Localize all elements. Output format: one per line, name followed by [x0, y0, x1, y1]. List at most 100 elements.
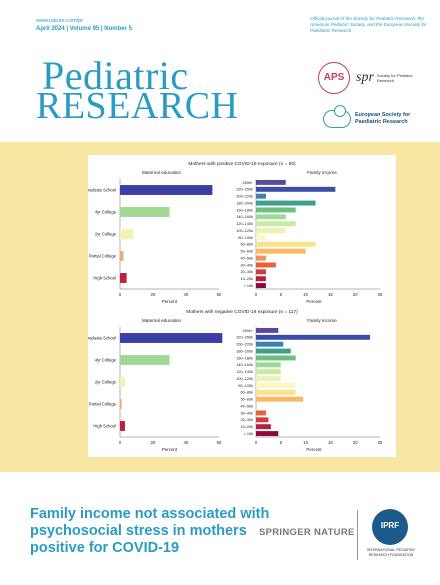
bar [256, 283, 266, 289]
spr-logo: spr Society for Pediatric Research [356, 70, 417, 86]
category-label: 20–30k [241, 270, 254, 274]
bar [256, 369, 281, 375]
issue-number: April 2024 | Volume 95 | Number 5 [36, 26, 132, 32]
category-label: 100–120k [236, 229, 253, 233]
category-label: 250k+ [243, 329, 254, 333]
bar [256, 179, 286, 185]
bar [256, 186, 336, 192]
bar [256, 389, 296, 395]
bar [256, 376, 281, 382]
tick-label: 5 [280, 440, 283, 445]
bar [256, 355, 296, 361]
bar [256, 341, 284, 347]
panel-title-income: Family income [307, 318, 337, 323]
category-label: 140–160k [236, 215, 253, 219]
cover-figure: Mothers with positive COVID-19 exposure … [88, 155, 396, 457]
category-label: 200–220k [236, 195, 253, 199]
category-label: 160–180k [236, 208, 253, 212]
category-label: 200–220k [236, 343, 253, 347]
category-label: < 10k [244, 284, 253, 288]
iprf-logo: IPRF [372, 509, 408, 545]
spr-logo-text: Society for Pediatric Research [376, 73, 413, 83]
tick-label: 60 [217, 440, 222, 445]
cover-article-title: Family income not associated with psycho… [30, 506, 270, 556]
bar [256, 234, 266, 240]
tick-label: 10 [303, 292, 308, 297]
category-label: Partial College [89, 402, 117, 407]
bar [256, 269, 266, 275]
bar [256, 327, 279, 333]
springer-nature-logo: SPRINGER NATURE [259, 527, 355, 538]
bar [256, 262, 276, 268]
category-label: 60–80k [241, 243, 254, 247]
bar [120, 377, 125, 387]
category-label: Partial College [89, 254, 117, 259]
bar [256, 348, 291, 354]
tick-label: 5 [280, 292, 283, 297]
tick-label: 0 [255, 292, 258, 297]
bar [120, 185, 213, 195]
category-label: High School [93, 276, 116, 281]
bar [256, 193, 266, 199]
axis-label: Percent [306, 447, 322, 452]
bar [256, 241, 316, 247]
category-label: 30–40k [241, 411, 254, 415]
bar [256, 214, 286, 220]
footer-divider [357, 510, 358, 560]
category-label: 10–20k [241, 425, 254, 429]
chart-title: Mothers with positive COVID-19 exposure … [188, 161, 296, 167]
journal-title-pediatric: Pediatric [42, 53, 189, 98]
spr-logo-mark: spr [356, 70, 374, 85]
tick-label: 10 [303, 440, 308, 445]
bar [256, 417, 269, 423]
panel-title-income: Family income [307, 170, 337, 175]
bar [256, 396, 304, 402]
bar [256, 248, 306, 254]
category-label: 180–200k [236, 349, 253, 353]
bar [256, 334, 371, 340]
axis-label: Percent [162, 299, 178, 304]
tick-label: 20 [151, 292, 156, 297]
panel-title-education: Maternal education [142, 170, 182, 175]
iprf-logo-text: International Pediatric Research Foundat… [366, 548, 416, 557]
tick-label: 15 [328, 292, 333, 297]
iprf-logo-mark: IPRF [380, 521, 400, 530]
bar [120, 333, 223, 343]
bar [256, 382, 296, 388]
tick-label: 20 [353, 440, 358, 445]
axis-label: Percent [306, 299, 322, 304]
category-label: 160–180k [236, 356, 253, 360]
chart-title: Mothers with negative COVID-19 exposure … [186, 309, 298, 315]
bar [256, 431, 279, 437]
bar [256, 362, 281, 368]
bar [120, 355, 170, 365]
aps-logo-text: APS [323, 72, 345, 83]
tick-label: 0 [119, 440, 122, 445]
journal-url[interactable]: www.nature.com/pr [36, 18, 84, 24]
category-label: 10–20k [241, 277, 254, 281]
axis-label: Percent [162, 447, 178, 452]
tick-label: 60 [217, 292, 222, 297]
journal-title-research: RESEARCH [36, 85, 239, 127]
bar [120, 207, 170, 217]
tick-label: 25 [378, 440, 383, 445]
category-label: 50–60k [241, 250, 254, 254]
tick-label: 0 [255, 440, 258, 445]
espr-logo: European Society for Paediatric Research [323, 105, 435, 128]
espr-logo-text: European Society for Paediatric Research [355, 112, 411, 125]
bar [256, 221, 296, 227]
category-label: < 10k [244, 432, 253, 436]
bar [256, 207, 296, 213]
tick-label: 20 [151, 440, 156, 445]
category-label: 2yr College [95, 232, 117, 237]
bar [256, 228, 286, 234]
category-label: 120–140k [236, 370, 253, 374]
category-label: High School [93, 424, 116, 429]
bar-charts: Mothers with positive COVID-19 exposure … [88, 161, 383, 452]
category-label: 40–50k [241, 404, 254, 408]
category-label: Graduate School [88, 336, 116, 341]
category-label: 120–140k [236, 222, 253, 226]
category-label: 180–200k [236, 201, 253, 205]
tick-label: 25 [378, 292, 383, 297]
